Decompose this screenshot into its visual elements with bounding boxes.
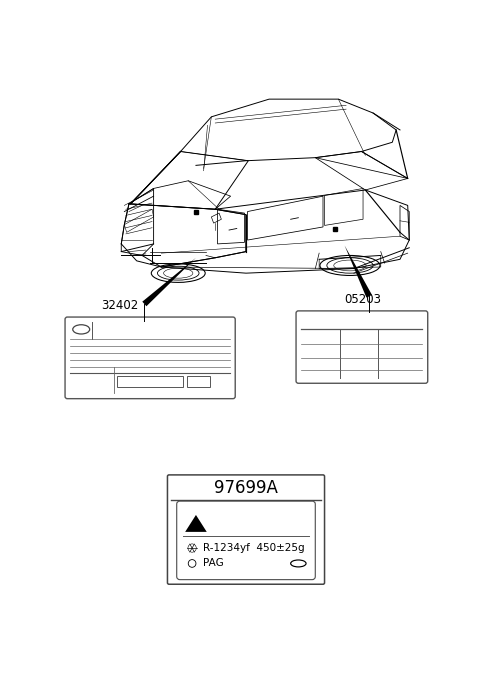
FancyBboxPatch shape <box>177 501 315 580</box>
Polygon shape <box>345 245 372 297</box>
FancyBboxPatch shape <box>168 475 324 584</box>
FancyBboxPatch shape <box>296 311 428 384</box>
Text: 05203: 05203 <box>345 292 382 306</box>
Text: R-1234yf  450±25g: R-1234yf 450±25g <box>203 543 304 553</box>
FancyBboxPatch shape <box>65 317 235 399</box>
Polygon shape <box>185 515 207 532</box>
Text: 97699A: 97699A <box>214 479 278 497</box>
Bar <box>187 375 210 387</box>
Bar <box>118 375 183 387</box>
Text: 32402: 32402 <box>101 299 139 312</box>
Polygon shape <box>142 258 196 306</box>
Text: PAG: PAG <box>203 558 224 569</box>
